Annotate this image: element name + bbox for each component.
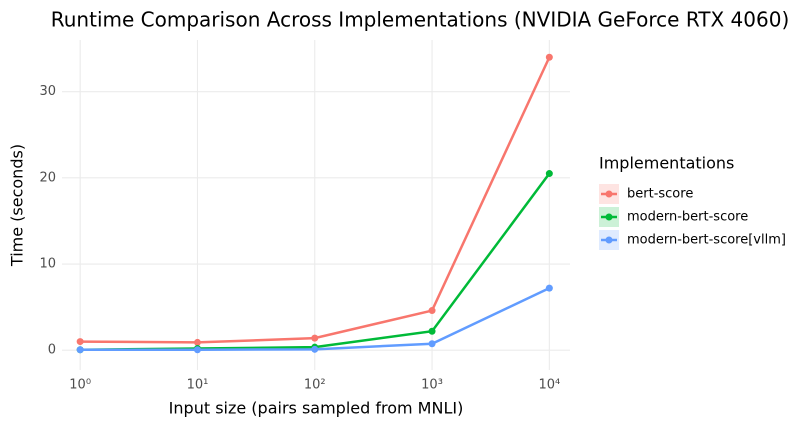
data-point	[311, 334, 319, 342]
data-point	[193, 346, 201, 354]
data-point	[76, 338, 84, 346]
y-tick-label: 20	[39, 170, 56, 185]
data-point	[545, 53, 553, 61]
data-point	[428, 327, 436, 335]
legend-label: bert-score	[627, 187, 693, 202]
y-tick-label: 0	[48, 343, 56, 358]
x-tick-label: 10¹	[187, 378, 209, 393]
legend-point	[605, 236, 613, 244]
x-tick-label: 10⁰	[69, 378, 91, 393]
y-tick-label: 10	[39, 257, 56, 272]
y-axis-label: Time (seconds)	[8, 144, 27, 267]
data-point	[311, 345, 319, 353]
data-point	[428, 307, 436, 315]
x-tick-label: 10³	[421, 378, 443, 393]
legend-point	[605, 190, 613, 198]
legend-label: modern-bert-score	[627, 210, 748, 225]
legend-label: modern-bert-score[vllm]	[627, 233, 786, 248]
data-point	[76, 346, 84, 354]
x-axis-label: Input size (pairs sampled from MNLI)	[169, 399, 464, 418]
x-tick-label: 10²	[304, 378, 326, 393]
data-point	[545, 170, 553, 178]
x-tick-label: 10⁴	[538, 378, 560, 393]
chart-title: Runtime Comparison Across Implementation…	[51, 8, 790, 32]
y-tick-label: 30	[39, 84, 56, 99]
data-point	[545, 284, 553, 292]
data-point	[428, 340, 436, 348]
legend-point	[605, 213, 613, 221]
data-point	[193, 338, 201, 346]
legend-title: Implementations	[599, 154, 734, 173]
